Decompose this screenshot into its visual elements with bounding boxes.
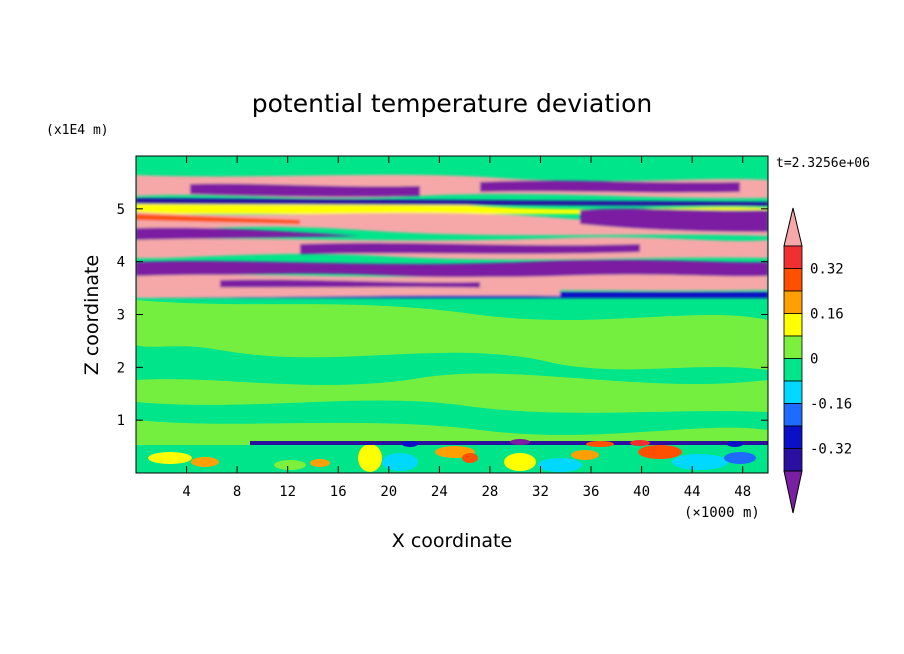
colorbar-tick-label: -0.32 [810,442,852,458]
colorbar: 0.32 0.16 0 -0.16 -0.32 [783,207,852,514]
y-tick-label: 5 [117,202,125,218]
x-tick-label: 40 [633,484,650,500]
colorbar-box [783,335,803,359]
colorbar-box [783,245,803,269]
y-tick-label: 2 [117,360,125,376]
colorbar-tick-label: 0.16 [810,307,844,323]
upper-layers [136,174,768,298]
bottom-turbulent-cells [148,439,768,472]
x-tick-label: 12 [279,484,296,500]
colorbar-tick-label: 0 [810,352,818,368]
x-tick-label: 4 [182,484,190,500]
y-tick-label: 1 [117,413,125,429]
x-axis-label: X coordinate [392,530,512,552]
y-axis-label: Z coordinate [81,255,103,375]
y-axis-ticks: 1 2 3 4 5 [117,202,768,429]
x-tick-label: 24 [431,484,448,500]
x-tick-label: 32 [532,484,549,500]
colorbar-box [783,358,803,382]
colorbar-box [783,290,803,314]
x-tick-label: 8 [233,484,241,500]
y-tick-label: 4 [117,255,125,271]
colorbar-tick-label: 0.32 [810,262,844,278]
colorbar-box [783,425,803,449]
y-unit-label: (x1E4 m) [46,123,109,138]
colorbar-box [783,380,803,404]
colorbar-tick-label: -0.16 [810,397,852,413]
colorbar-box [783,268,803,292]
plot-area [136,156,768,473]
y-tick-label: 3 [117,308,125,324]
colorbar-extend-high [783,207,803,247]
colorbar-extend-low [783,470,803,514]
x-unit-label: (×1000 m) [684,505,760,521]
colorbar-box [783,403,803,427]
x-tick-label: 20 [380,484,397,500]
x-tick-label: 48 [734,484,751,500]
x-tick-label: 16 [330,484,347,500]
colorbar-box [783,313,803,337]
x-axis-ticks: 4 8 12 16 20 24 28 32 36 40 44 48 [182,156,751,500]
x-tick-label: 28 [481,484,498,500]
lower-green-patches [136,300,768,445]
chart-title: potential temperature deviation [252,89,652,118]
colorbar-box [783,448,803,472]
time-label: t=2.3256e+06 [776,156,870,171]
x-tick-label: 36 [583,484,600,500]
x-tick-label: 44 [684,484,701,500]
